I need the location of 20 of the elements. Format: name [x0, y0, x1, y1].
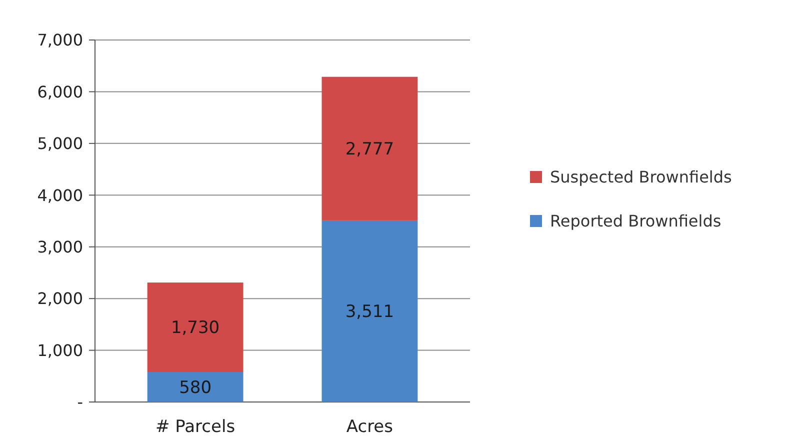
y-tick-label: 7,000 — [37, 30, 83, 50]
bar — [322, 220, 418, 402]
legend-label: Suspected Brownfields — [550, 168, 732, 187]
data-label: 2,777 — [345, 140, 394, 160]
y-tick-label: 2,000 — [37, 289, 83, 308]
x-tick-label: Acres — [346, 417, 394, 437]
y-tick-label: 5,000 — [37, 134, 83, 154]
bar — [322, 76, 418, 220]
legend-label: Reported Brownfields — [550, 212, 722, 231]
y-tick-label: - — [77, 392, 83, 412]
data-label: 3,511 — [345, 302, 394, 322]
y-tick-label: 4,000 — [37, 186, 83, 205]
data-label: 580 — [179, 378, 212, 398]
x-tick-label: # Parcels — [156, 417, 236, 437]
bar — [147, 372, 244, 402]
y-tick-label: 1,000 — [37, 340, 83, 360]
y-tick-label: 3,000 — [37, 237, 83, 256]
bar — [147, 282, 244, 372]
y-tick-label: 6,000 — [37, 82, 83, 102]
data-label: 1,730 — [170, 318, 220, 338]
